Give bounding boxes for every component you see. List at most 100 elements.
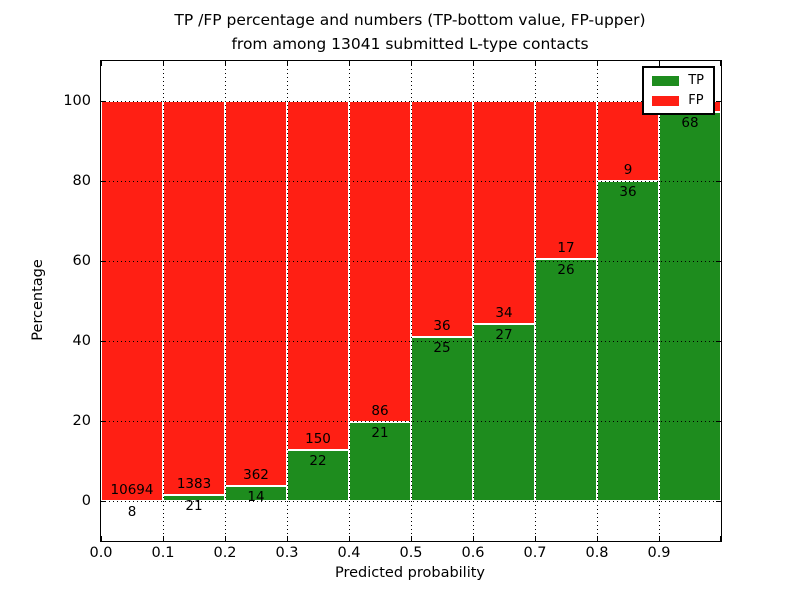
tp-legend-swatch-icon — [652, 75, 680, 86]
x-tick-label: 0.2 — [213, 545, 237, 561]
y-tick-mark — [101, 501, 106, 502]
x-tick-mark — [287, 61, 288, 66]
x-tick-label: 0.3 — [275, 545, 299, 561]
legend: TP FP — [642, 66, 715, 115]
x-tick-label: 0.6 — [461, 545, 485, 561]
y-tick-mark — [716, 101, 721, 102]
x-tick-label: 0.0 — [89, 545, 113, 561]
vertical-gridline — [411, 61, 412, 541]
vertical-gridline — [163, 61, 164, 541]
tp-count-label: 21 — [185, 498, 203, 514]
fp-count-label: 17 — [557, 240, 575, 257]
fp-count-label: 9 — [623, 162, 633, 178]
x-tick-label: 0.5 — [399, 545, 423, 561]
x-tick-label: 0.7 — [523, 545, 547, 561]
x-tick-mark — [349, 536, 350, 541]
y-tick-mark — [716, 341, 721, 342]
fp-count-label: 362 — [243, 467, 269, 484]
fp-bar-segment — [473, 101, 535, 324]
x-tick-mark — [535, 61, 536, 66]
x-tick-mark — [225, 536, 226, 541]
x-tick-label: 0.9 — [647, 545, 671, 561]
tp-count-label: 27 — [495, 326, 513, 343]
x-tick-mark — [659, 61, 660, 66]
fp-bar-segment — [225, 101, 287, 487]
fp-count-label: 10694 — [110, 481, 154, 498]
legend-label-fp: FP — [688, 93, 704, 108]
y-tick-label: 0 — [81, 493, 91, 509]
y-tick-mark — [716, 501, 721, 502]
fp-bar-segment — [287, 101, 349, 450]
horizontal-gridline — [101, 421, 721, 422]
x-tick-mark — [473, 61, 474, 66]
y-tick-label: 60 — [72, 253, 91, 269]
x-tick-mark — [101, 536, 102, 541]
tp-bar-segment — [349, 422, 411, 501]
fp-legend-swatch-icon — [652, 95, 680, 106]
tp-count-label: 26 — [557, 262, 575, 279]
tp-bar-segment — [473, 323, 535, 501]
legend-label-tp: TP — [688, 73, 704, 88]
tp-bar-segment — [535, 259, 597, 501]
tp-count-label: 36 — [619, 184, 637, 200]
y-tick-label: 40 — [72, 333, 91, 349]
vertical-gridline — [597, 61, 598, 541]
tp-count-label: 8 — [127, 503, 137, 520]
x-tick-mark — [720, 536, 721, 541]
x-tick-mark — [597, 536, 598, 541]
horizontal-gridline — [101, 181, 721, 182]
y-tick-mark — [716, 181, 721, 182]
y-tick-mark — [101, 341, 106, 342]
chart-title: TP /FP percentage and numbers (TP-bottom… — [100, 8, 720, 56]
tp-bar-segment — [659, 112, 721, 501]
horizontal-gridline — [101, 101, 721, 102]
vertical-gridline — [349, 61, 350, 541]
fp-count-label: 34 — [495, 304, 513, 321]
chart-title-line1: TP /FP percentage and numbers (TP-bottom… — [174, 11, 646, 29]
horizontal-gridline — [101, 261, 721, 262]
legend-item-tp: TP — [652, 74, 704, 87]
tp-bar-segment — [411, 337, 473, 501]
vertical-gridline — [287, 61, 288, 541]
x-tick-mark — [720, 61, 721, 66]
y-tick-label: 80 — [72, 173, 91, 189]
x-tick-mark — [225, 61, 226, 66]
fp-count-label: 150 — [305, 430, 331, 447]
x-tick-label: 0.4 — [337, 545, 361, 561]
tp-count-label: 14 — [247, 489, 265, 506]
x-tick-mark — [349, 61, 350, 66]
x-tick-label: 0.8 — [585, 545, 609, 561]
fp-count-label: 36 — [433, 318, 451, 335]
vertical-gridline — [535, 61, 536, 541]
x-tick-mark — [659, 536, 660, 541]
x-tick-mark — [411, 61, 412, 66]
chart-title-line2: from among 13041 submitted L-type contac… — [231, 35, 589, 53]
fp-bar-segment — [535, 101, 597, 260]
vertical-gridline — [659, 61, 660, 541]
y-tick-mark — [716, 421, 721, 422]
y-axis-label: Percentage — [30, 259, 46, 341]
y-tick-mark — [101, 421, 106, 422]
y-tick-mark — [716, 261, 721, 262]
y-tick-label: 100 — [63, 93, 91, 109]
fp-count-label: 86 — [371, 403, 389, 420]
fp-bar-segment — [163, 101, 225, 495]
x-tick-mark — [597, 61, 598, 66]
plot-area: TP FP 10694 8 1383 21 362 14 150 22 86 21 36 25 34 27… — [63, 60, 722, 561]
y-tick-mark — [101, 261, 106, 262]
vertical-gridline — [225, 61, 226, 541]
legend-item-fp: FP — [652, 94, 704, 107]
vertical-gridline — [473, 61, 474, 541]
tp-bar-segment — [287, 449, 349, 501]
horizontal-gridline — [101, 341, 721, 342]
x-tick-label: 0.1 — [151, 545, 175, 561]
x-tick-mark — [411, 536, 412, 541]
x-tick-mark — [535, 536, 536, 541]
x-tick-mark — [101, 61, 102, 66]
x-axis-label: Predicted probability — [334, 565, 486, 581]
horizontal-gridline — [101, 501, 721, 502]
y-tick-label: 20 — [72, 413, 91, 429]
x-tick-mark — [163, 536, 164, 541]
x-tick-mark — [287, 536, 288, 541]
